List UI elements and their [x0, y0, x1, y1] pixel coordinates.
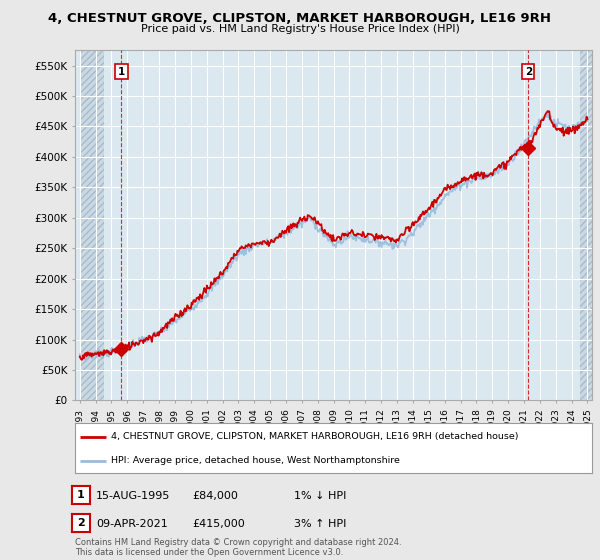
Text: 1% ↓ HPI: 1% ↓ HPI [294, 491, 346, 501]
Text: £84,000: £84,000 [192, 491, 238, 501]
Text: HPI: Average price, detached house, West Northamptonshire: HPI: Average price, detached house, West… [111, 456, 400, 465]
Bar [580, 50, 595, 400]
Text: 15-AUG-1995: 15-AUG-1995 [96, 491, 170, 501]
Text: £415,000: £415,000 [192, 519, 245, 529]
Text: 4, CHESTNUT GROVE, CLIPSTON, MARKET HARBOROUGH, LE16 9RH (detached house): 4, CHESTNUT GROVE, CLIPSTON, MARKET HARB… [111, 432, 519, 441]
Text: Price paid vs. HM Land Registry's House Price Index (HPI): Price paid vs. HM Land Registry's House … [140, 24, 460, 34]
Text: 1: 1 [77, 490, 85, 500]
Text: 3% ↑ HPI: 3% ↑ HPI [294, 519, 346, 529]
Text: 2: 2 [77, 518, 85, 528]
Text: 09-APR-2021: 09-APR-2021 [96, 519, 168, 529]
Text: 1: 1 [118, 67, 125, 77]
Bar [80, 50, 104, 400]
Text: 4, CHESTNUT GROVE, CLIPSTON, MARKET HARBOROUGH, LE16 9RH: 4, CHESTNUT GROVE, CLIPSTON, MARKET HARB… [49, 12, 551, 25]
Text: Contains HM Land Registry data © Crown copyright and database right 2024.
This d: Contains HM Land Registry data © Crown c… [75, 538, 401, 557]
Text: 2: 2 [524, 67, 532, 77]
